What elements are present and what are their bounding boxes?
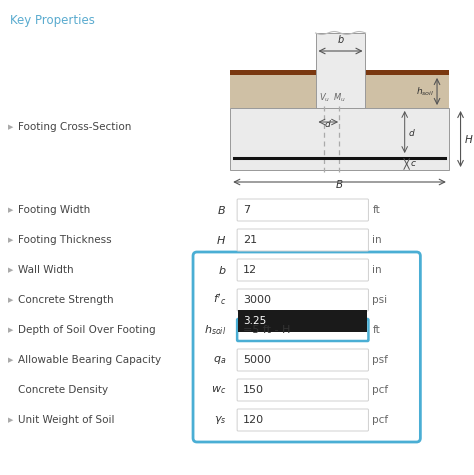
Text: Footing Width: Footing Width: [18, 205, 90, 215]
Text: $H$: $H$: [465, 133, 474, 145]
FancyBboxPatch shape: [237, 349, 368, 371]
Text: Depth of Soil Over Footing: Depth of Soil Over Footing: [18, 325, 155, 335]
Text: $V_u$: $V_u$: [319, 92, 330, 104]
Text: $b$: $b$: [337, 33, 345, 45]
Text: $=$: $=$: [234, 325, 246, 335]
FancyBboxPatch shape: [237, 409, 368, 431]
FancyBboxPatch shape: [237, 289, 368, 311]
Text: Concrete Strength: Concrete Strength: [18, 295, 113, 305]
Text: 120: 120: [243, 415, 264, 425]
Bar: [365, 70, 449, 108]
Text: ft: ft: [373, 325, 380, 335]
Text: ▶: ▶: [8, 267, 13, 273]
Text: $w_c$: $w_c$: [211, 384, 227, 396]
Text: ▶: ▶: [8, 207, 13, 213]
Text: $=$: $=$: [234, 415, 246, 425]
Text: 3000: 3000: [243, 295, 271, 305]
Text: $q_a$: $q_a$: [213, 354, 227, 366]
Text: Wall Width: Wall Width: [18, 265, 73, 275]
Text: 3.25: 3.25: [243, 316, 266, 326]
Text: $c$: $c$: [410, 160, 417, 169]
Text: ▶: ▶: [8, 357, 13, 363]
Text: $H$: $H$: [216, 234, 227, 246]
Text: Footing Cross-Section: Footing Cross-Section: [18, 122, 131, 132]
Text: $=$: $=$: [234, 205, 246, 215]
Text: ft: ft: [373, 205, 380, 215]
FancyBboxPatch shape: [237, 229, 368, 251]
Text: $=$: $=$: [234, 265, 246, 275]
Text: ▶: ▶: [8, 417, 13, 423]
FancyBboxPatch shape: [237, 319, 368, 341]
Text: $h_{soil}$: $h_{soil}$: [416, 85, 434, 98]
Text: ▶: ▶: [8, 327, 13, 333]
Text: 21: 21: [243, 235, 257, 245]
Text: ▶: ▶: [8, 297, 13, 303]
Text: Concrete Density: Concrete Density: [18, 385, 108, 395]
Text: $M_u$: $M_u$: [333, 92, 346, 104]
Text: $b$: $b$: [218, 264, 227, 276]
FancyBboxPatch shape: [237, 259, 368, 281]
FancyBboxPatch shape: [237, 379, 368, 401]
FancyBboxPatch shape: [237, 199, 368, 221]
Text: 150: 150: [243, 385, 264, 395]
Text: $f'_c$: $f'_c$: [213, 293, 227, 307]
Bar: [230, 108, 449, 170]
Bar: [230, 70, 316, 108]
Text: $=$: $=$: [234, 355, 246, 365]
Text: pcf: pcf: [373, 385, 389, 395]
Bar: [365, 70, 449, 75]
Text: $d$: $d$: [408, 127, 415, 139]
Text: in: in: [373, 265, 382, 275]
Text: $B$: $B$: [218, 204, 227, 216]
Bar: [238, 310, 367, 332]
Text: $\gamma_s$: $\gamma_s$: [214, 414, 227, 426]
Text: $=$: $=$: [234, 295, 246, 305]
Text: =5 ft - H: =5 ft - H: [243, 325, 291, 335]
Bar: [316, 33, 365, 108]
Text: 12: 12: [243, 265, 257, 275]
Text: Allowable Bearing Capacity: Allowable Bearing Capacity: [18, 355, 161, 365]
Text: ▶: ▶: [8, 124, 13, 130]
Text: Key Properties: Key Properties: [10, 14, 95, 27]
Text: in: in: [373, 235, 382, 245]
Text: Unit Weight of Soil: Unit Weight of Soil: [18, 415, 114, 425]
Text: $=$: $=$: [234, 235, 246, 245]
Text: psf: psf: [373, 355, 388, 365]
Text: 5000: 5000: [243, 355, 271, 365]
Text: $h_{soil}$: $h_{soil}$: [204, 323, 227, 337]
Text: psi: psi: [373, 295, 387, 305]
Text: $=$: $=$: [234, 385, 246, 395]
Text: Footing Thickness: Footing Thickness: [18, 235, 111, 245]
Text: $B$: $B$: [335, 178, 344, 190]
Text: ▶: ▶: [8, 237, 13, 243]
Text: pcf: pcf: [373, 415, 389, 425]
Text: 7: 7: [243, 205, 250, 215]
Bar: [230, 70, 316, 75]
Text: $d$: $d$: [324, 118, 332, 129]
